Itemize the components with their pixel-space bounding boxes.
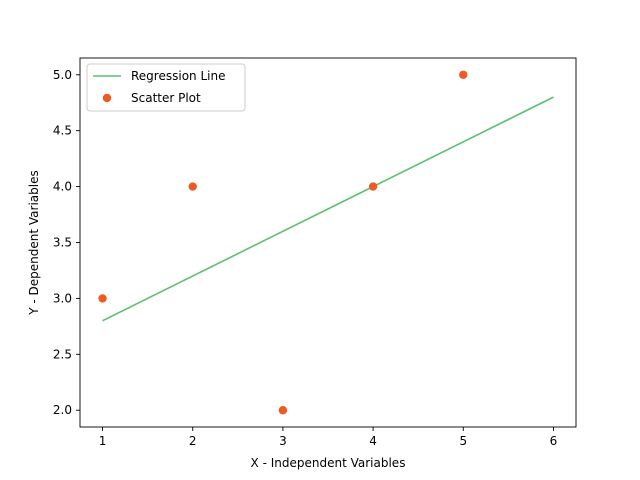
plot-area — [98, 70, 554, 415]
y-tick-label: 3.0 — [53, 291, 72, 305]
y-tick-label: 2.0 — [53, 403, 72, 417]
scatter-point — [368, 182, 378, 191]
scatter-point — [98, 294, 107, 303]
x-axis-label: X - Independent Variables — [251, 456, 406, 470]
x-tick-label: 4 — [369, 434, 377, 448]
x-tick-label: 2 — [189, 434, 197, 448]
legend-box — [86, 63, 246, 112]
y-axis-label: Y - Dependent Variables — [27, 170, 41, 315]
legend: Regression Line Scatter Plot — [86, 63, 246, 112]
legend-label: Scatter Plot — [131, 91, 201, 105]
scatter-point — [188, 182, 197, 191]
y-tick-label: 2.5 — [53, 347, 72, 361]
y-tick-label: 5.0 — [53, 68, 72, 82]
y-tick-label: 4.0 — [53, 180, 72, 194]
axes: 1 2 3 4 5 6 2.0 2.5 3.0 3.5 4.0 4.5 5.0 — [53, 57, 577, 448]
y-tick-label: 3.5 — [53, 236, 72, 250]
y-tick-label: 4.5 — [53, 124, 72, 138]
x-tick-label: 1 — [99, 434, 107, 448]
x-tick-label: 6 — [550, 434, 558, 448]
regression-line — [102, 96, 554, 322]
legend-label: Regression Line — [131, 69, 225, 83]
x-tick-label: 5 — [459, 434, 467, 448]
legend-marker-swatch — [102, 93, 112, 103]
x-tick-label: 3 — [279, 434, 287, 448]
scatter-point — [459, 70, 468, 79]
scatter-point — [278, 406, 288, 415]
